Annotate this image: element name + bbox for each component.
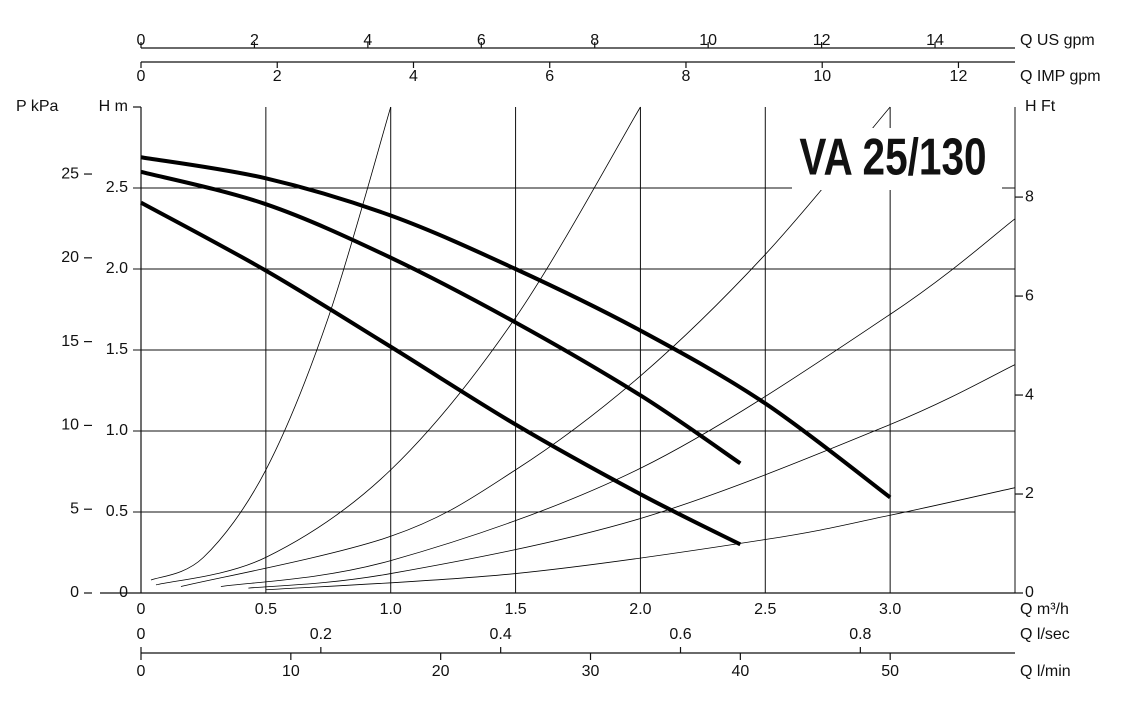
axis-label: Q l/sec bbox=[1020, 626, 1070, 643]
axis-label: H Ft bbox=[1025, 98, 1056, 115]
x-tick-label: 1.0 bbox=[380, 601, 402, 618]
pump-curve bbox=[140, 155, 892, 500]
tick-label: 15 bbox=[61, 333, 79, 350]
tick-label: 10 bbox=[699, 32, 717, 49]
tick-label: 0.4 bbox=[490, 626, 512, 643]
tick-label: 12 bbox=[813, 32, 831, 49]
y-tick-label: 0.5 bbox=[106, 503, 128, 520]
system-curve bbox=[150, 106, 392, 581]
tick-label: 8 bbox=[1025, 188, 1034, 205]
axis-label: P kPa bbox=[16, 98, 59, 115]
tick-label: 0.2 bbox=[310, 626, 332, 643]
tick-label: 10 bbox=[61, 417, 79, 434]
tick-label: 6 bbox=[477, 32, 486, 49]
x-tick-label: 2.0 bbox=[629, 601, 651, 618]
overlay: VA 25/130 bbox=[792, 128, 1002, 190]
tick-label: 10 bbox=[282, 663, 300, 680]
grid: 0 0.5 1.0 1.5 2.0 2.5 3.0 Q m³/h00.51.01.52.02.… bbox=[16, 32, 1101, 680]
tick-label: 8 bbox=[590, 32, 599, 49]
tick-label: 4 bbox=[409, 68, 418, 85]
tick-label: 6 bbox=[545, 68, 554, 85]
system-curve bbox=[155, 106, 641, 586]
tick-label: 4 bbox=[1025, 386, 1034, 403]
pump-curve bbox=[140, 200, 742, 547]
tick-label: 10 bbox=[813, 68, 831, 85]
y-tick-label: 2.0 bbox=[106, 260, 128, 277]
tick-label: 20 bbox=[61, 249, 79, 266]
chart-title: VA 25/130 bbox=[799, 128, 986, 186]
title-box bbox=[792, 128, 1002, 190]
y-axis-label: H m bbox=[99, 98, 128, 115]
tick-label: 12 bbox=[950, 68, 968, 85]
axis-label: Q US gpm bbox=[1020, 32, 1095, 49]
x-tick-label: 1.5 bbox=[504, 601, 526, 618]
tick-label: 30 bbox=[582, 663, 600, 680]
tick-label: 50 bbox=[881, 663, 899, 680]
tick-label: 0 bbox=[137, 32, 146, 49]
y-tick-label: 2.5 bbox=[106, 179, 128, 196]
tick-label: 14 bbox=[926, 32, 944, 49]
tick-label: 6 bbox=[1025, 287, 1034, 304]
curves bbox=[140, 106, 1016, 591]
tick-label: 2 bbox=[250, 32, 259, 49]
tick-label: 8 bbox=[682, 68, 691, 85]
system-curve bbox=[180, 106, 891, 587]
tick-label: 25 bbox=[61, 165, 79, 182]
tick-label: 40 bbox=[731, 663, 749, 680]
axis-label: Q IMP gpm bbox=[1020, 68, 1101, 85]
y-tick-label: 1.5 bbox=[106, 341, 128, 358]
tick-label: 0 bbox=[137, 626, 146, 643]
system-curve bbox=[265, 487, 1016, 591]
tick-label: 0 bbox=[70, 584, 79, 601]
tick-label: 0.6 bbox=[669, 626, 691, 643]
tick-label: 0 bbox=[1025, 584, 1034, 601]
pump-curve bbox=[140, 169, 742, 466]
tick-label: 4 bbox=[363, 32, 372, 49]
x-tick-label: 3.0 bbox=[879, 601, 901, 618]
tick-label: 2 bbox=[273, 68, 282, 85]
system-curve bbox=[248, 364, 1016, 589]
x-tick-label: 0.5 bbox=[255, 601, 277, 618]
y-tick-label: 1.0 bbox=[106, 422, 128, 439]
axis-label: Q l/min bbox=[1020, 663, 1071, 680]
tick-label: 0 bbox=[137, 68, 146, 85]
tick-label: 0.8 bbox=[849, 626, 871, 643]
system-curve bbox=[220, 218, 1016, 587]
tick-label: 20 bbox=[432, 663, 450, 680]
tick-label: 2 bbox=[1025, 485, 1034, 502]
tick-label: 0 bbox=[137, 663, 146, 680]
tick-label: 5 bbox=[70, 500, 79, 517]
x-axis-label: Q m³/h bbox=[1020, 601, 1069, 618]
x-tick-label: 2.5 bbox=[754, 601, 776, 618]
x-tick-label: 0 bbox=[137, 601, 146, 618]
